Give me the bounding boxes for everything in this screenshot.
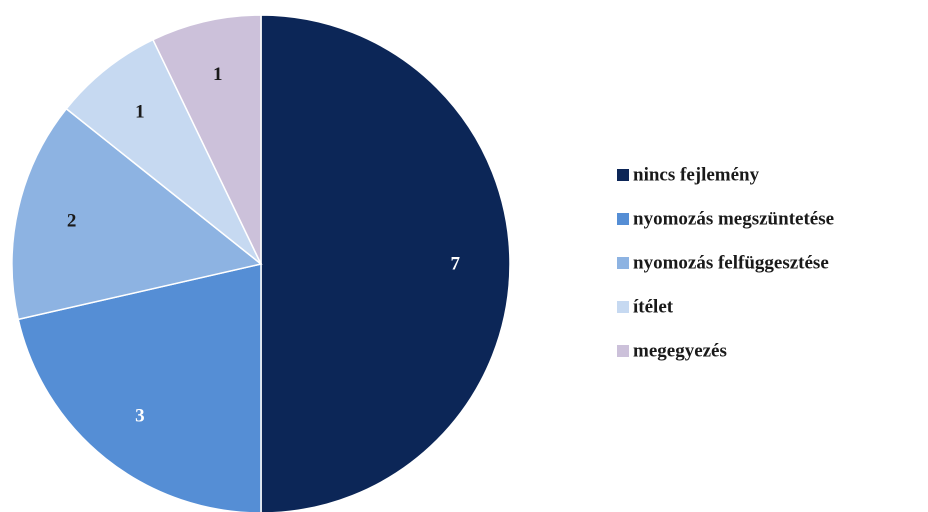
pie-data-labels: 7 3 2 1 1 [67, 64, 461, 426]
legend-swatch-megegyezes [617, 345, 629, 357]
data-label-nincs-fejlemeny: 7 [450, 254, 460, 275]
legend: nincs fejlemény nyomozás megszüntetése nyo… [617, 165, 834, 362]
pie-slices [11, 14, 511, 512]
data-label-nyomozas-felfuggesztese: 2 [67, 210, 77, 231]
legend-label-itelet: ítélet [633, 297, 674, 318]
data-label-nyomozas-megszuntetese: 3 [135, 405, 145, 426]
legend-swatch-nyomozas-felfuggesztese [617, 257, 629, 269]
legend-swatch-itelet [617, 301, 629, 313]
legend-swatch-nincs-fejlemeny [617, 169, 629, 181]
legend-label-nincs-fejlemeny: nincs fejlemény [633, 165, 760, 186]
pie-slice-nyomozas-felfuggesztese [11, 107, 263, 321]
pie-slice-megegyezes [151, 14, 262, 265]
data-label-itelet: 1 [135, 102, 145, 123]
legend-label-nyomozas-felfuggesztese: nyomozás felfüggesztése [633, 253, 829, 274]
legend-label-megegyezes: megegyezés [633, 341, 727, 362]
legend-label-nyomozas-megszuntetese: nyomozás megszüntetése [633, 209, 834, 230]
pie-slice-nincs-fejlemeny [260, 14, 511, 512]
legend-swatch-nyomozas-megszuntetese [617, 213, 629, 225]
pie-slice-itelet [65, 38, 262, 265]
pie-slice-nyomozas-megszuntetese [17, 263, 262, 512]
data-label-megegyezes: 1 [213, 64, 223, 85]
